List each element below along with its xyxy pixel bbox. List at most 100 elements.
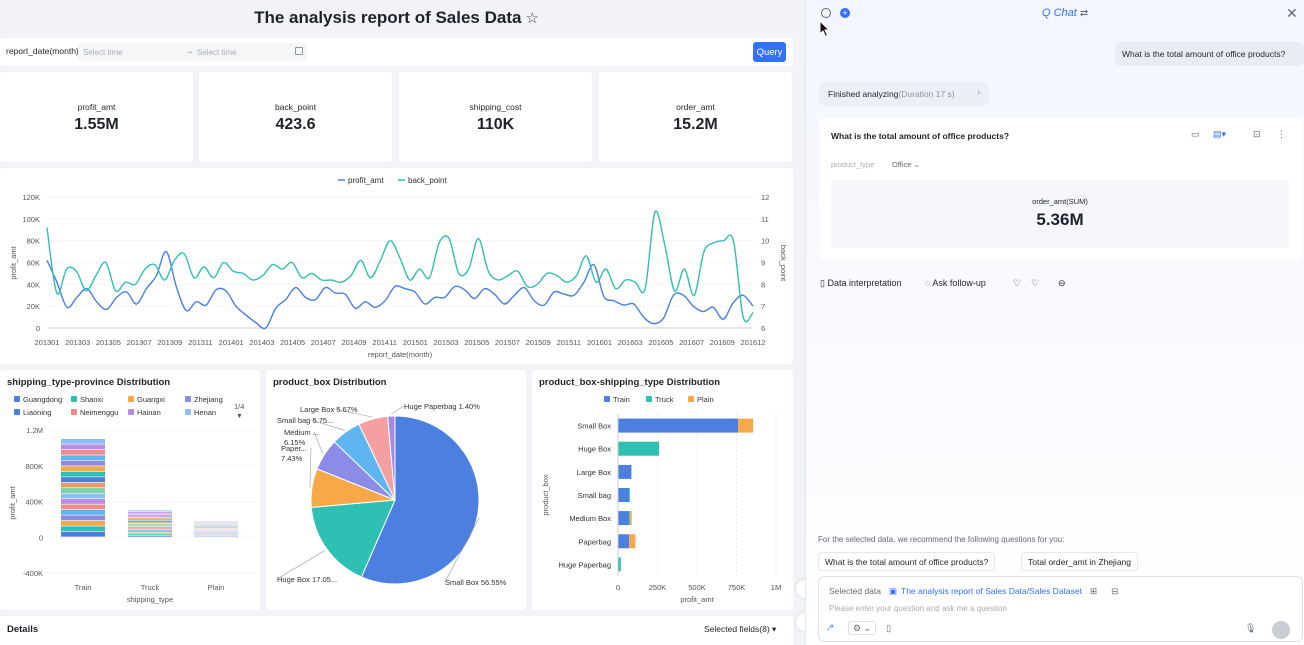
x-tick-label: 201409 [341,338,366,347]
close-icon[interactable]: ✕ [1286,5,1298,21]
legend-swatch [128,396,134,402]
more-icon[interactable]: ⋮ [1277,129,1286,139]
chart-legend: profit_amt back_point [338,176,447,185]
kpi-label: order_amt [676,102,715,112]
filter-field-value[interactable]: Office ⌄ [892,160,920,169]
more-options-icon[interactable]: ⊖ [1058,278,1066,288]
stacked-bar-segment [61,526,105,532]
x-tick-label: 201305 [96,338,121,347]
stacked-bar-segment [128,523,172,525]
x-tick-label: 500K [688,583,706,592]
date-range-picker[interactable]: Select time → Select time [78,43,307,61]
y-tick-label: -400K [23,569,43,578]
dataset-detail-icon[interactable]: ⊟ [1111,586,1119,596]
kpi-card-profit-amt[interactable]: profit_amt 1.55M [0,72,193,162]
chevron-down-icon: ⌄ [913,160,920,169]
stacked-bar-segment [128,528,172,530]
recommended-question-chip[interactable]: What is the total amount of office produ… [818,552,996,571]
y2-tick-label: 9 [761,259,765,268]
calendar-icon[interactable] [295,47,303,55]
legend-label: Guangxi [137,395,165,404]
chat-title[interactable]: Q Chat ⇄ [1042,7,1088,19]
report-title-row: The analysis report of Sales Data ☆ [0,8,793,32]
question-input[interactable] [829,604,1269,613]
x-axis-title: report_date(month) [368,350,433,359]
dataset-link[interactable]: The analysis report of Sales Data/Sales … [901,586,1082,596]
y2-tick-label: 10 [761,237,769,246]
thumbs-up-icon[interactable]: ♡ [1013,278,1022,288]
series-line-profit_amt [46,250,754,330]
favorite-star-icon[interactable]: ☆ [525,10,539,27]
pie-label: 7.43% [281,454,303,463]
y-tick-label: Huge Paperbag [558,560,611,569]
new-chat-icon[interactable]: + [840,8,850,18]
y-tick-label: 20K [27,302,40,311]
x-tick-label: 201309 [157,338,182,347]
stacked-bar-segment [61,477,105,483]
y-tick-label: 120K [22,193,40,202]
x-tick-label: 750K [728,583,746,592]
stacked-bar-segment [128,517,172,519]
stacked-bar-segment [128,516,172,518]
user-message: What is the total amount of office produ… [1115,42,1304,66]
kpi-card-order-amt[interactable]: order_amt 15.2M [599,72,792,162]
stacked-bar-segment [61,488,105,493]
stacked-bar-segment [128,514,172,516]
switch-dataset-icon[interactable]: ⊞ [1089,586,1098,596]
dataset-icon: ▣ [888,586,898,596]
thumbs-down-icon[interactable]: ♡ [1031,278,1040,288]
hbar-segment-Plain [629,511,632,526]
x-tick-label: 201605 [648,338,673,347]
legend-page-down-icon: ▼ [236,413,243,420]
stacked-bar-segment [61,520,105,526]
pie-leader-line [391,405,405,415]
data-interpretation-button[interactable]: ▯ Data interpretation [820,278,902,289]
pie-leader-line [444,517,480,583]
legend-swatch [185,409,191,415]
stacked-bar-segment [128,529,172,531]
recommended-question-chip[interactable]: Total order_amt in Zhejiang [1021,552,1139,571]
panel-icon[interactable]: ▯ [886,623,892,633]
table-view-icon[interactable]: ▭ [1191,129,1200,139]
x-tick-label: 201311 [188,338,212,347]
finished-analyzing-pill[interactable]: Finished analyzing(Duration 17 s) › [819,82,989,106]
kpi-value: 15.2M [673,116,718,133]
pie-leader-line [313,431,323,454]
kpi-card-shipping-cost[interactable]: shipping_cost 110K [399,72,592,162]
legend-swatch [71,396,77,402]
pie-label: Huge Box 17.05... [277,575,337,584]
y2-tick-label: 8 [761,280,765,289]
magic-wand-icon[interactable]: ⁄* [829,623,835,633]
query-button[interactable]: Query [753,42,786,62]
horizontal-bar-chart[interactable]: Train Truck Plain 0 250K 500K 750K 1M profit_amt… [532,370,793,610]
chevron-right-icon: › [977,87,981,98]
legend-label: Plain [697,395,714,404]
mode-select[interactable]: ⚙ ⌄ [848,621,877,635]
x-tick-label: 201411 [372,338,396,347]
microphone-icon[interactable]: 🎙 [1245,623,1257,633]
range-arrow-icon: → [184,46,194,57]
ask-follow-up-button[interactable]: ◌ Ask follow-up [925,278,986,288]
legend-label: Henan [194,408,216,417]
pie-chart[interactable]: Small Box 56.55% Huge Box 17.05... Paper..… [266,370,526,610]
stacked-bar-chart[interactable]: Guangdong Shanxi Guangxi Zhejiang Liaoning Ne… [0,370,260,610]
x-tick-label: 250K [649,583,667,592]
kpi-card-back-point[interactable]: back_point 423.6 [199,72,392,162]
pie-panel: product_box Distribution Small Box 56.55… [266,370,526,610]
chat-header: + Q Chat ⇄ ✕ [806,0,1304,28]
history-icon[interactable] [821,8,831,18]
kpi-value: 110K [476,116,515,133]
chart-type-icon[interactable]: ▤▾ [1213,129,1227,139]
selected-fields-dropdown[interactable]: Selected fields(8) ▾ [704,624,776,635]
send-button[interactable] [1272,621,1290,639]
export-icon[interactable]: ⊡ [1253,129,1261,139]
x-tick-label: 201609 [710,338,735,347]
start-date-input[interactable]: Select time [83,48,123,57]
kpi-label: back_point [274,102,317,112]
stacked-bar-segment [128,532,172,534]
line-chart[interactable]: profit_amt back_point 0 20K 40K 60K 80K 100K 120… [0,168,793,364]
legend-swatch [14,409,20,415]
y-tick-label: 0 [36,324,40,333]
end-date-input[interactable]: Select time [197,48,237,57]
pie-label: Small bag 5.75... [277,416,333,425]
